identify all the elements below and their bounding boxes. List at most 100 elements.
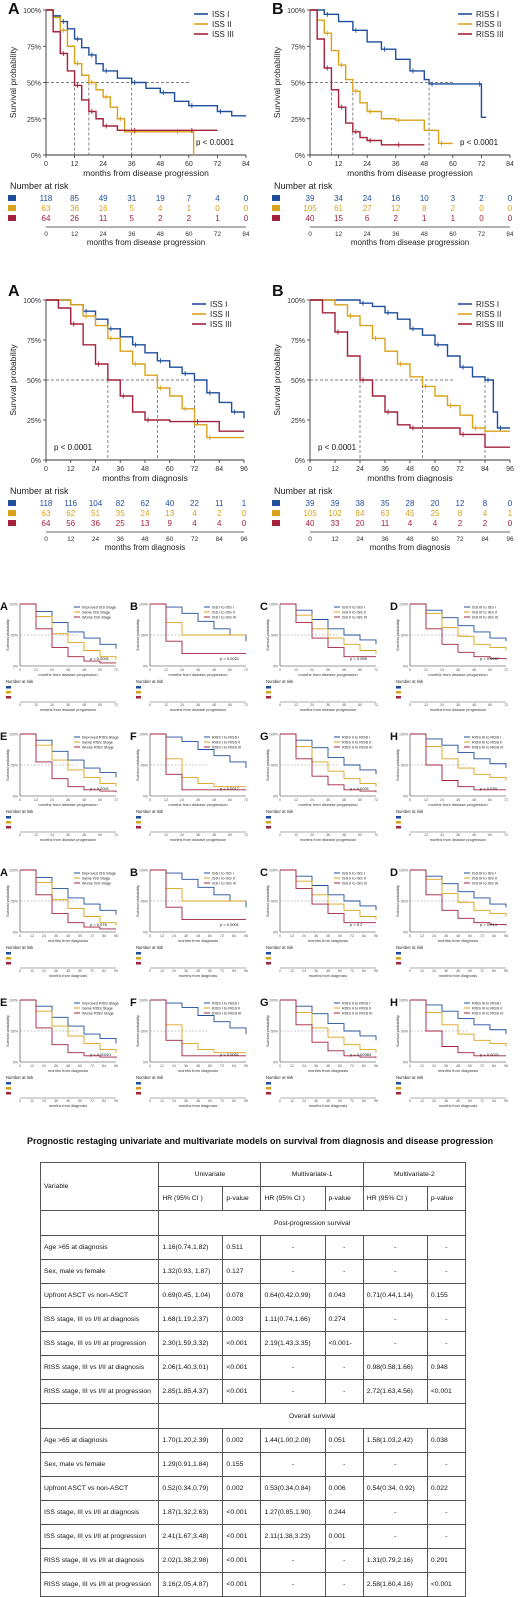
risk-axis-tick: 12 — [34, 703, 38, 707]
p-value: p = 0.076 — [90, 922, 108, 927]
x-tick-label: 72 — [114, 668, 118, 672]
x-tick-label: 96 — [506, 466, 514, 473]
risk-axis-tick: 48 — [82, 833, 86, 837]
x-tick-label: 72 — [191, 466, 199, 473]
x-tick-label: 0 — [44, 161, 48, 168]
x-tick-label: 0 — [279, 934, 281, 938]
legend-label: RISS I — [476, 300, 499, 309]
risk-row-swatch — [266, 691, 271, 694]
risk-count: 24 — [363, 194, 372, 203]
p-value-cell: 0.001 — [324, 1524, 364, 1549]
risk-axis-tick: 24 — [92, 536, 100, 543]
legend-label: RISS II to RISS III — [342, 746, 372, 750]
x-tick-label: 84 — [362, 934, 366, 938]
p-value: p = 0.00021 — [90, 1052, 112, 1057]
km-curve-3 — [20, 603, 116, 664]
risk-axis-tick: 60 — [78, 969, 82, 973]
risk-axis-tick: 48 — [196, 1099, 200, 1103]
x-tick-label: 60 — [488, 798, 492, 802]
risk-row-swatch — [266, 696, 271, 699]
y-tick-label: 25% — [291, 418, 305, 425]
y-tick-label: 50% — [291, 378, 305, 385]
panel-letter: H — [390, 997, 398, 1009]
risk-count: 63 — [42, 509, 51, 518]
x-tick-label: 72 — [478, 161, 486, 168]
risk-axis-tick: 84 — [102, 969, 106, 973]
risk-count: 0 — [244, 214, 249, 223]
legend-label: ISS II to ISS I — [342, 872, 365, 876]
x-tick-label: 0 — [149, 1064, 151, 1068]
p-value: p = 0.2 — [350, 922, 363, 927]
legend-label: RISS I to RISS II — [212, 1007, 240, 1011]
risk-row-swatch — [6, 1092, 11, 1095]
risk-row-swatch — [266, 686, 271, 689]
risk-count: 63 — [42, 204, 51, 213]
p-value-cell: - — [324, 1548, 364, 1573]
x-tick-label: 60 — [449, 161, 457, 168]
hr-cell: - — [362, 1452, 428, 1477]
legend-label: RISS I to RISS III — [212, 1012, 241, 1016]
y-tick-label: 50% — [141, 764, 148, 768]
risk-axis-tick: 24 — [180, 833, 184, 837]
x-tick-label: 72 — [220, 934, 224, 938]
risk-row-swatch — [266, 826, 271, 829]
legend-label: Improved RISS Stage — [82, 736, 119, 740]
risk-axis-tick: 60 — [431, 536, 439, 543]
x-tick-label: 12 — [67, 466, 75, 473]
p-value-cell: <0.001 — [222, 1355, 262, 1380]
km-curve-3 — [46, 299, 244, 432]
p-value: p = 0.0021 — [220, 656, 240, 661]
x-axis-label: months from diagnosis — [367, 473, 453, 483]
panel-letter: D — [390, 867, 398, 879]
risk-axis-tick: 84 — [492, 1099, 496, 1103]
y-tick-label: 100% — [23, 8, 41, 15]
risk-axis-tick: 36 — [326, 833, 330, 837]
risk-row-swatch — [6, 952, 11, 955]
x-tick-label: 12 — [294, 798, 298, 802]
km-curve-3 — [410, 869, 507, 926]
panel-letter: G — [260, 731, 269, 743]
x-tick-label: 60 — [488, 668, 492, 672]
panel-letter: B — [272, 283, 284, 300]
km-curve-3 — [410, 999, 506, 1057]
risk-axis-tick: 0 — [19, 1099, 21, 1103]
y-tick-label: 25% — [291, 117, 305, 124]
risk-row-swatch — [266, 1087, 271, 1090]
risk-axis-tick: 24 — [310, 703, 314, 707]
x-tick-label: 72 — [350, 1064, 354, 1068]
risk-axis-tick: 60 — [228, 703, 232, 707]
risk-count: 64 — [42, 214, 51, 223]
km-curve-3 — [20, 999, 117, 1059]
y-tick-label: 100% — [269, 733, 278, 737]
risk-count: 2 — [217, 509, 222, 518]
risk-table-title: Number at risk — [6, 1075, 34, 1080]
p-value-cell: - — [426, 1524, 467, 1549]
risk-count: 16 — [99, 204, 108, 213]
row-variable: Upfront ASCT vs non-ASCT — [39, 1283, 160, 1308]
km-curve-2 — [310, 9, 453, 145]
risk-count: 0 — [244, 204, 249, 213]
risk-axis-tick: 48 — [66, 1099, 70, 1103]
x-tick-label: 84 — [492, 1064, 496, 1068]
risk-axis-tick: 60 — [468, 1099, 472, 1103]
risk-row-swatch — [396, 962, 401, 965]
x-tick-label: 96 — [114, 934, 118, 938]
x-tick-label: 0 — [409, 668, 411, 672]
figure-stage-change-diagnosis: A 0% 50% 100% Survival probability 0 12 24 36 48 6… — [0, 866, 520, 1124]
legend-label: ISS I to ISS I — [212, 606, 234, 610]
risk-axis-tick: 72 — [504, 833, 508, 837]
risk-count: 1 — [508, 509, 513, 518]
risk-axis-tick: 12 — [424, 703, 428, 707]
x-axis-label: months from diagnosis — [438, 938, 478, 943]
risk-axis-tick: 60 — [358, 703, 362, 707]
p-value: p = 0.0021 — [480, 1052, 500, 1057]
p-value-cell: 0.291 — [426, 1548, 467, 1573]
x-tick-label: 60 — [78, 934, 82, 938]
y-tick-label: 0% — [403, 931, 408, 935]
risk-count: 2 — [479, 194, 484, 203]
hr-cell: 0.98(0.58,1.66) — [362, 1355, 428, 1380]
risk-count: 36 — [70, 204, 79, 213]
x-tick-label: 60 — [358, 668, 362, 672]
risk-row-swatch — [6, 1087, 11, 1090]
risk-axis-tick: 0 — [279, 1099, 281, 1103]
